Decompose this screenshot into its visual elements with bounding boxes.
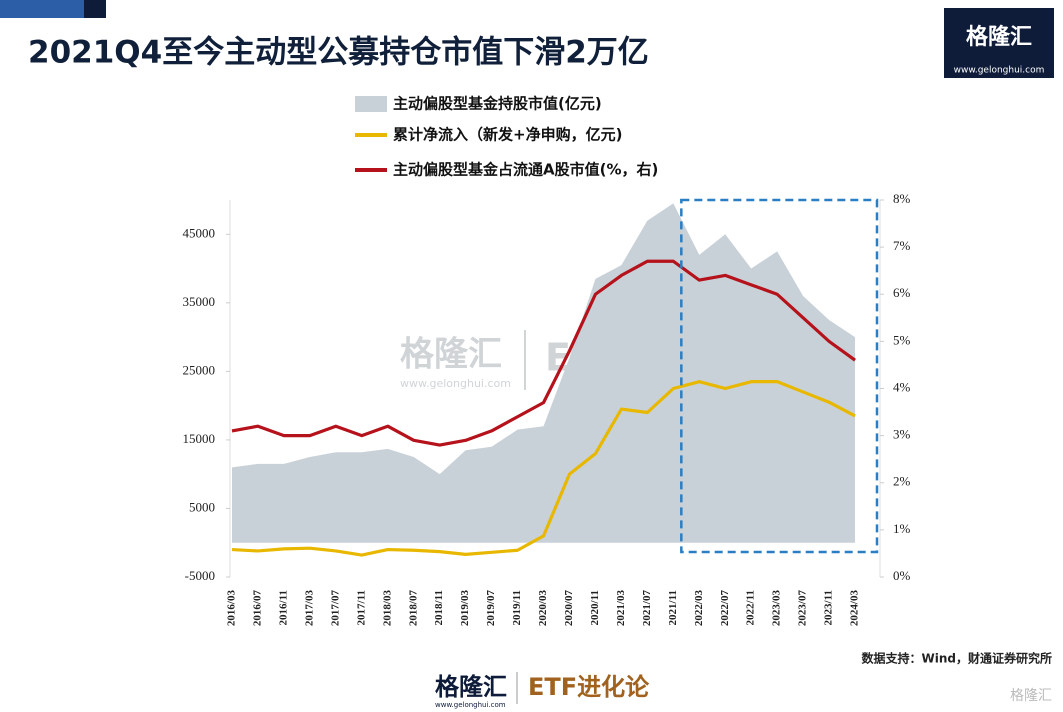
x-tick-label: 2024/03 (849, 590, 861, 627)
y-tick-label: 5000 (189, 499, 215, 514)
source-note: 数据支持：Wind，财通证券研究所 (862, 651, 1052, 666)
x-tick-label: 2018/03 (381, 590, 393, 627)
x-tick-label: 2020/07 (563, 590, 575, 627)
y-tick-label: 45000 (183, 225, 216, 240)
y2-tick-label: 0% (893, 568, 911, 583)
footer-logo: 格隆汇 (435, 673, 507, 701)
corner-logo: 格隆汇 (1010, 688, 1052, 704)
x-tick-label: 2016/11 (277, 590, 289, 625)
x-tick-label: 2018/11 (433, 590, 445, 625)
y2-tick-label: 2% (893, 474, 911, 489)
x-tick-label: 2018/07 (407, 590, 419, 627)
x-tick-label: 2020/11 (589, 590, 601, 625)
highlight-box (680, 198, 879, 554)
x-tick-label: 2016/03 (226, 590, 238, 627)
y2-tick-label: 8% (893, 191, 911, 206)
chart-title: 2021Q4至今主动型公募持仓市值下滑2万亿 (28, 35, 649, 71)
x-tick-label: 2019/11 (511, 590, 523, 625)
x-tick-label: 2022/07 (719, 590, 731, 627)
top-band-dark (84, 0, 106, 18)
y2-tick-label: 5% (893, 332, 911, 347)
y2-tick-label: 1% (893, 521, 911, 536)
line (231, 380, 856, 557)
x-tick-label: 2021/03 (615, 590, 627, 627)
x-tick-label: 2019/07 (485, 590, 497, 627)
y-tick-label: -5000 (185, 568, 215, 583)
x-tick-label: 2020/03 (537, 590, 549, 627)
y2-tick-label: 3% (893, 427, 911, 442)
legend-label: 主动偏股型基金占流通A股市值(%，右) (393, 161, 658, 179)
footer-url: www.gelonghui.com (435, 701, 506, 709)
x-tick-label: 2021/07 (641, 590, 653, 627)
legend-swatch (355, 96, 387, 112)
x-tick-label: 2017/03 (303, 590, 315, 627)
y-tick-label: 15000 (183, 431, 216, 446)
watermark-url: www.gelonghui.com (400, 377, 511, 390)
x-tick-label: 2022/11 (745, 590, 757, 625)
legend-label: 累计净流入（新发+净申购，亿元) (393, 126, 622, 144)
x-tick-label: 2017/11 (355, 590, 367, 625)
x-tick-label: 2017/07 (329, 590, 341, 627)
x-tick-label: 2023/07 (797, 590, 809, 627)
y2-tick-label: 4% (893, 379, 911, 394)
y2-tick-label: 6% (893, 285, 911, 300)
x-tick-label: 2019/03 (459, 590, 471, 627)
y-tick-label: 25000 (183, 362, 216, 377)
x-tick-label: 2023/03 (771, 590, 783, 627)
line (231, 259, 856, 447)
x-tick-label: 2021/11 (667, 590, 679, 625)
watermark-name: 格隆汇 (400, 335, 502, 375)
logo-name: 格隆汇 (966, 24, 1032, 50)
y-tick-label: 35000 (183, 294, 216, 309)
area (232, 203, 856, 543)
logo-url: www.gelonghui.com (954, 66, 1045, 76)
logo-box (944, 8, 1054, 78)
top-band (0, 0, 84, 18)
legend-label: 主动偏股型基金持股市值(亿元) (393, 95, 602, 113)
x-tick-label: 2022/03 (693, 590, 705, 627)
x-tick-label: 2016/07 (251, 590, 263, 627)
x-tick-label: 2023/11 (823, 590, 835, 625)
y2-tick-label: 7% (893, 238, 911, 253)
footer-text: ETF进化论 (528, 673, 650, 701)
